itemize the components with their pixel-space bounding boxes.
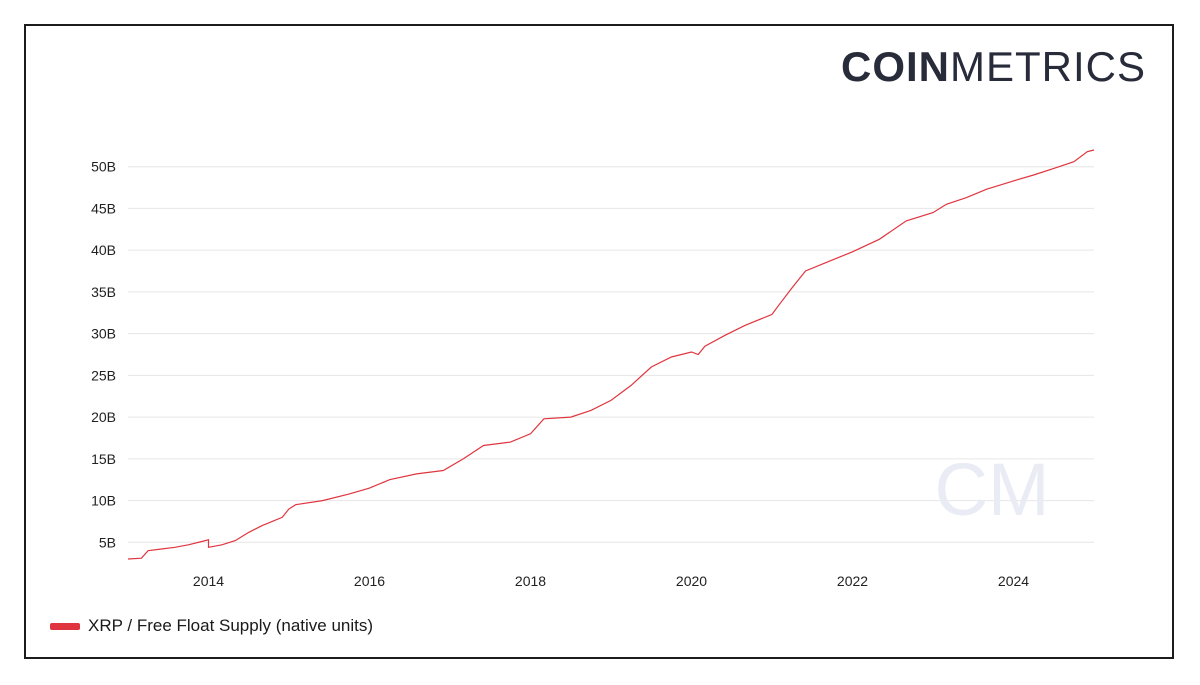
y-tick-label: 15B — [91, 451, 116, 467]
y-tick-label: 20B — [91, 409, 116, 425]
y-tick-label: 50B — [91, 159, 116, 175]
x-tick-label: 2020 — [676, 573, 707, 589]
x-tick-label: 2024 — [998, 573, 1029, 589]
y-axis-labels: 5B 10B 15B 20B 25B 30B 35B 40B 45B 50B — [91, 159, 116, 551]
coinmetrics-logo: COINMETRICS — [841, 46, 1146, 88]
x-tick-label: 2022 — [837, 573, 868, 589]
legend[interactable]: XRP / Free Float Supply (native units) — [50, 616, 373, 636]
logo-light-part: METRICS — [950, 43, 1146, 90]
y-tick-label: 10B — [91, 493, 116, 509]
y-tick-label: 45B — [91, 200, 116, 216]
y-tick-label: 35B — [91, 284, 116, 300]
grid-lines — [128, 166, 1094, 543]
legend-swatch — [50, 622, 80, 630]
x-tick-label: 2016 — [354, 573, 385, 589]
x-tick-label: 2014 — [193, 573, 224, 589]
legend-label: XRP / Free Float Supply (native units) — [88, 616, 374, 635]
y-tick-label: 30B — [91, 326, 116, 342]
y-tick-label: 5B — [99, 534, 116, 550]
x-tick-label: 2018 — [515, 573, 546, 589]
logo-bold-part: COIN — [841, 43, 950, 90]
x-axis-labels: 2014 2016 2018 2020 2022 2024 — [193, 573, 1029, 589]
series-line-xrp-free-float-supply — [127, 149, 1095, 560]
cm-watermark: CM — [934, 448, 1049, 531]
chart-frame: COINMETRICS CM 5B 10B 15B 20B 25B 30B 35B 40B 45… — [24, 24, 1174, 659]
y-tick-label: 25B — [91, 367, 116, 383]
y-tick-label: 40B — [91, 242, 116, 258]
